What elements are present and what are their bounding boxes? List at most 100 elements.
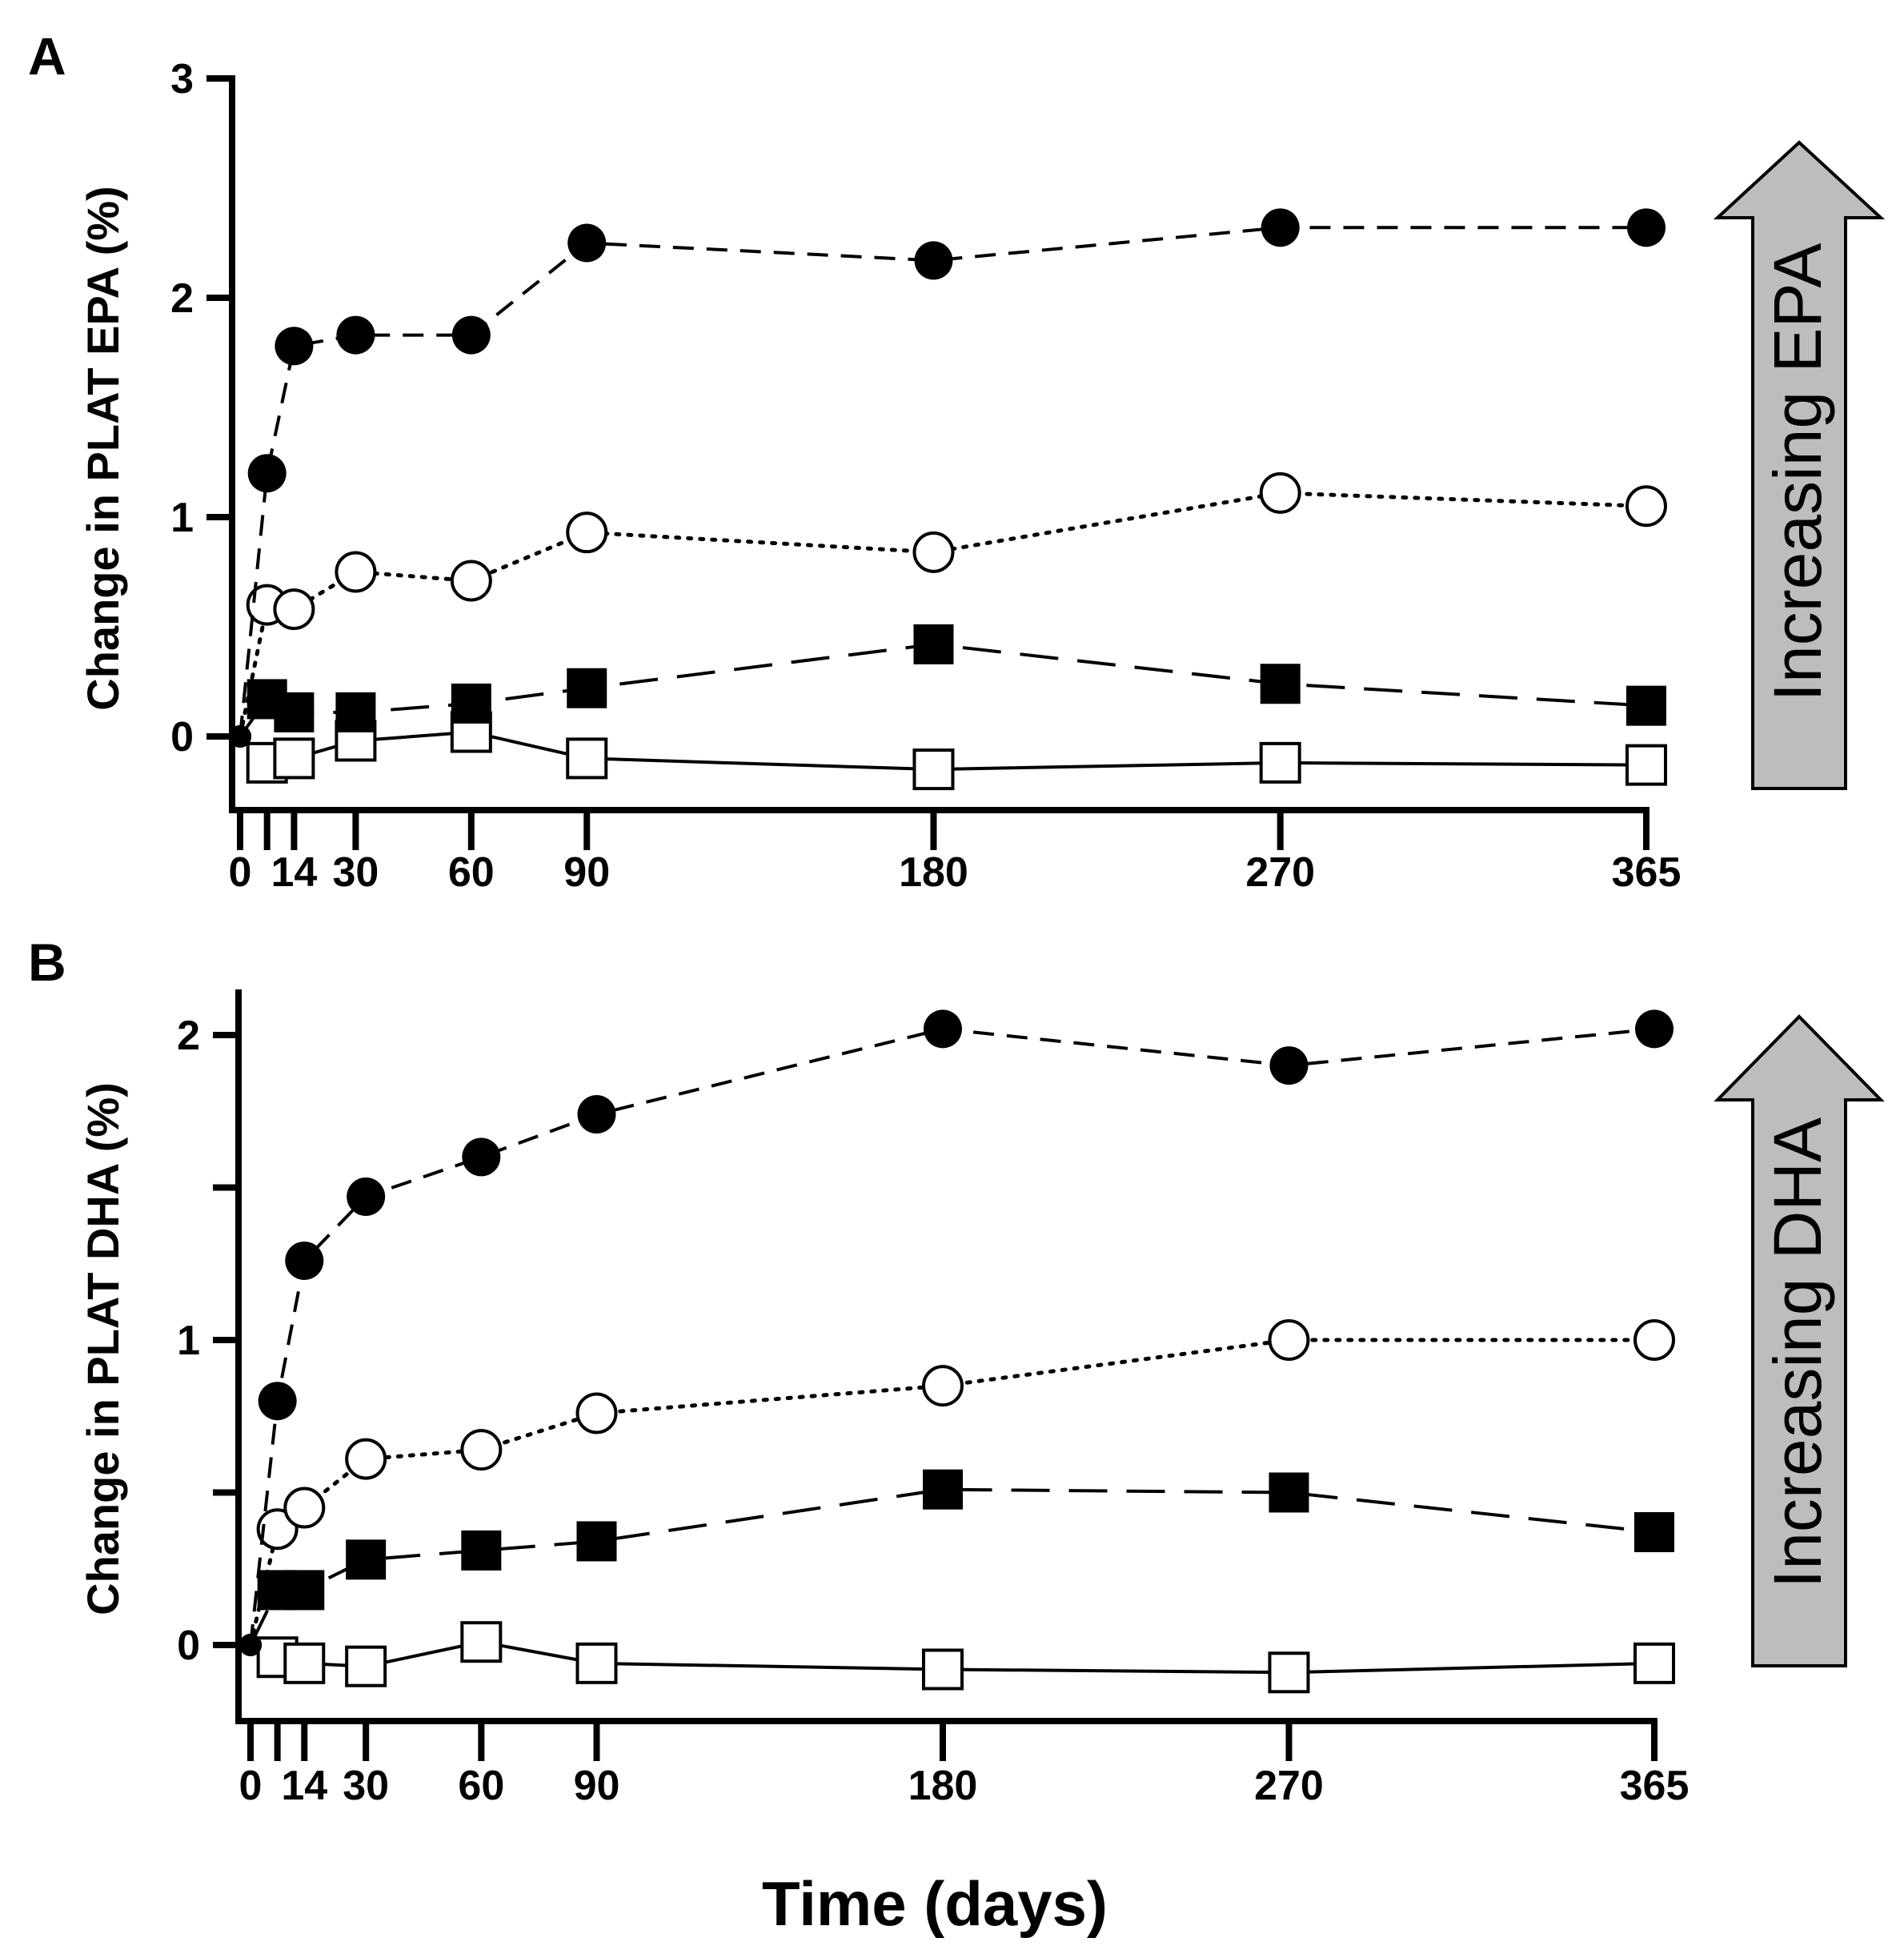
y-tick-label: 1: [177, 1318, 200, 1364]
y-tick-label: 0: [177, 1623, 200, 1669]
x-tick-label: 14: [281, 1763, 327, 1809]
series-open-square: [239, 1621, 1675, 1694]
y-tick-label: 2: [177, 1013, 200, 1059]
data-point: [575, 1642, 618, 1684]
y-tick-label: 1: [170, 495, 194, 541]
data-point: [273, 737, 315, 780]
x-tick-label: 60: [458, 1763, 504, 1809]
arrow-label: Increasing EPA: [1760, 243, 1835, 702]
x-tick-label: 180: [908, 1763, 978, 1809]
data-point: [275, 327, 314, 366]
x-tick-label: 0: [239, 1763, 263, 1809]
data-point: [921, 1365, 964, 1407]
y-axis-label: Change in PLAT EPA (%): [78, 186, 128, 710]
y-tick-label: 3: [170, 56, 194, 102]
series-filled-square: [239, 1469, 1674, 1656]
data-point: [283, 1642, 326, 1684]
panel-b: B Change in PLAT DHA (%) 0 1 2 0 14 30 60 90 180 27…: [28, 933, 1885, 1809]
data-point: [1259, 471, 1301, 514]
data-point: [274, 692, 315, 732]
up-arrow-icon: [1713, 140, 1886, 790]
data-point-origin: [239, 1634, 262, 1656]
data-point: [575, 1392, 618, 1434]
data-point: [566, 512, 608, 554]
x-axis-label: Time (days): [762, 1868, 1108, 1939]
y-axis-label: Change in PLAT DHA (%): [78, 1082, 128, 1615]
up-arrow-icon: [1714, 1014, 1885, 1667]
x-tick-label: 90: [563, 849, 610, 896]
x-tick-label: 270: [1245, 849, 1315, 896]
data-point: [922, 1469, 963, 1510]
data-point: [460, 1429, 503, 1471]
data-point: [335, 551, 377, 593]
data-point: [460, 1621, 503, 1663]
data-point: [913, 624, 954, 664]
data-point: [283, 1487, 326, 1529]
arrow-label: Increasing DHA: [1760, 1117, 1835, 1588]
data-point: [285, 1241, 324, 1280]
data-point: [258, 1382, 297, 1421]
series-open-circle: [229, 471, 1667, 748]
data-point: [577, 1095, 616, 1134]
data-point: [914, 241, 953, 280]
series-filled-circle: [239, 1009, 1674, 1656]
data-point: [576, 1521, 617, 1562]
data-point: [335, 692, 376, 732]
x-tick-label: 60: [448, 849, 495, 896]
data-point: [1259, 741, 1301, 784]
data-point: [1635, 1009, 1674, 1049]
data-point: [336, 315, 375, 355]
data-point: [461, 1530, 502, 1571]
data-point: [567, 223, 607, 263]
data-point: [346, 1539, 387, 1580]
data-point: [256, 1508, 299, 1551]
data-point: [1625, 744, 1667, 786]
x-tick-label: 90: [574, 1763, 620, 1809]
data-point: [923, 1009, 962, 1049]
data-point: [912, 748, 955, 791]
data-point-origin: [229, 725, 251, 748]
data-point: [345, 1438, 387, 1480]
data-point: [1634, 1512, 1674, 1553]
data-point: [1268, 1651, 1310, 1694]
data-point: [1269, 1472, 1309, 1513]
data-point: [921, 1648, 964, 1691]
series-open-square: [229, 711, 1667, 791]
data-point: [1268, 1319, 1310, 1361]
y-tick-label: 0: [170, 714, 194, 760]
data-point: [1627, 208, 1665, 247]
x-tick-label: 0: [229, 849, 252, 896]
series-filled-square: [229, 624, 1666, 748]
x-tick-label: 14: [271, 849, 317, 896]
data-point: [1269, 1046, 1309, 1085]
data-point: [566, 737, 608, 780]
data-point: [1625, 485, 1667, 528]
series-line: [238, 491, 1649, 739]
data-point: [1633, 1642, 1675, 1684]
data-point: [462, 1137, 501, 1177]
data-point: [451, 683, 491, 724]
data-point: [1626, 685, 1666, 726]
data-point: [247, 454, 287, 493]
x-tick-label: 30: [343, 1763, 389, 1809]
panel-letter: A: [28, 26, 66, 86]
data-point: [912, 531, 955, 573]
data-point: [273, 588, 315, 631]
data-point: [451, 315, 491, 355]
data-point: [345, 1645, 387, 1687]
data-point: [347, 1177, 386, 1216]
x-tick-label: 30: [332, 849, 379, 896]
y-tick-label: 2: [170, 275, 194, 322]
data-point: [1633, 1319, 1675, 1361]
data-point: [1261, 208, 1300, 247]
panel-letter: B: [28, 933, 66, 992]
data-point: [450, 560, 492, 602]
x-tick-label: 270: [1254, 1763, 1324, 1809]
x-tick-label: 180: [899, 849, 968, 896]
series-filled-circle: [229, 208, 1665, 748]
data-point: [284, 1570, 325, 1611]
data-point: [567, 668, 607, 708]
x-tick-label: 365: [1620, 1763, 1690, 1809]
